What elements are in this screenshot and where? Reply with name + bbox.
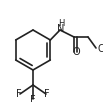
- Text: F: F: [30, 95, 36, 102]
- Text: F: F: [44, 89, 50, 99]
- Text: O: O: [72, 47, 80, 57]
- Text: F: F: [16, 89, 22, 99]
- Text: Cl: Cl: [98, 44, 103, 54]
- Text: H: H: [58, 18, 64, 28]
- Text: N: N: [57, 24, 65, 34]
